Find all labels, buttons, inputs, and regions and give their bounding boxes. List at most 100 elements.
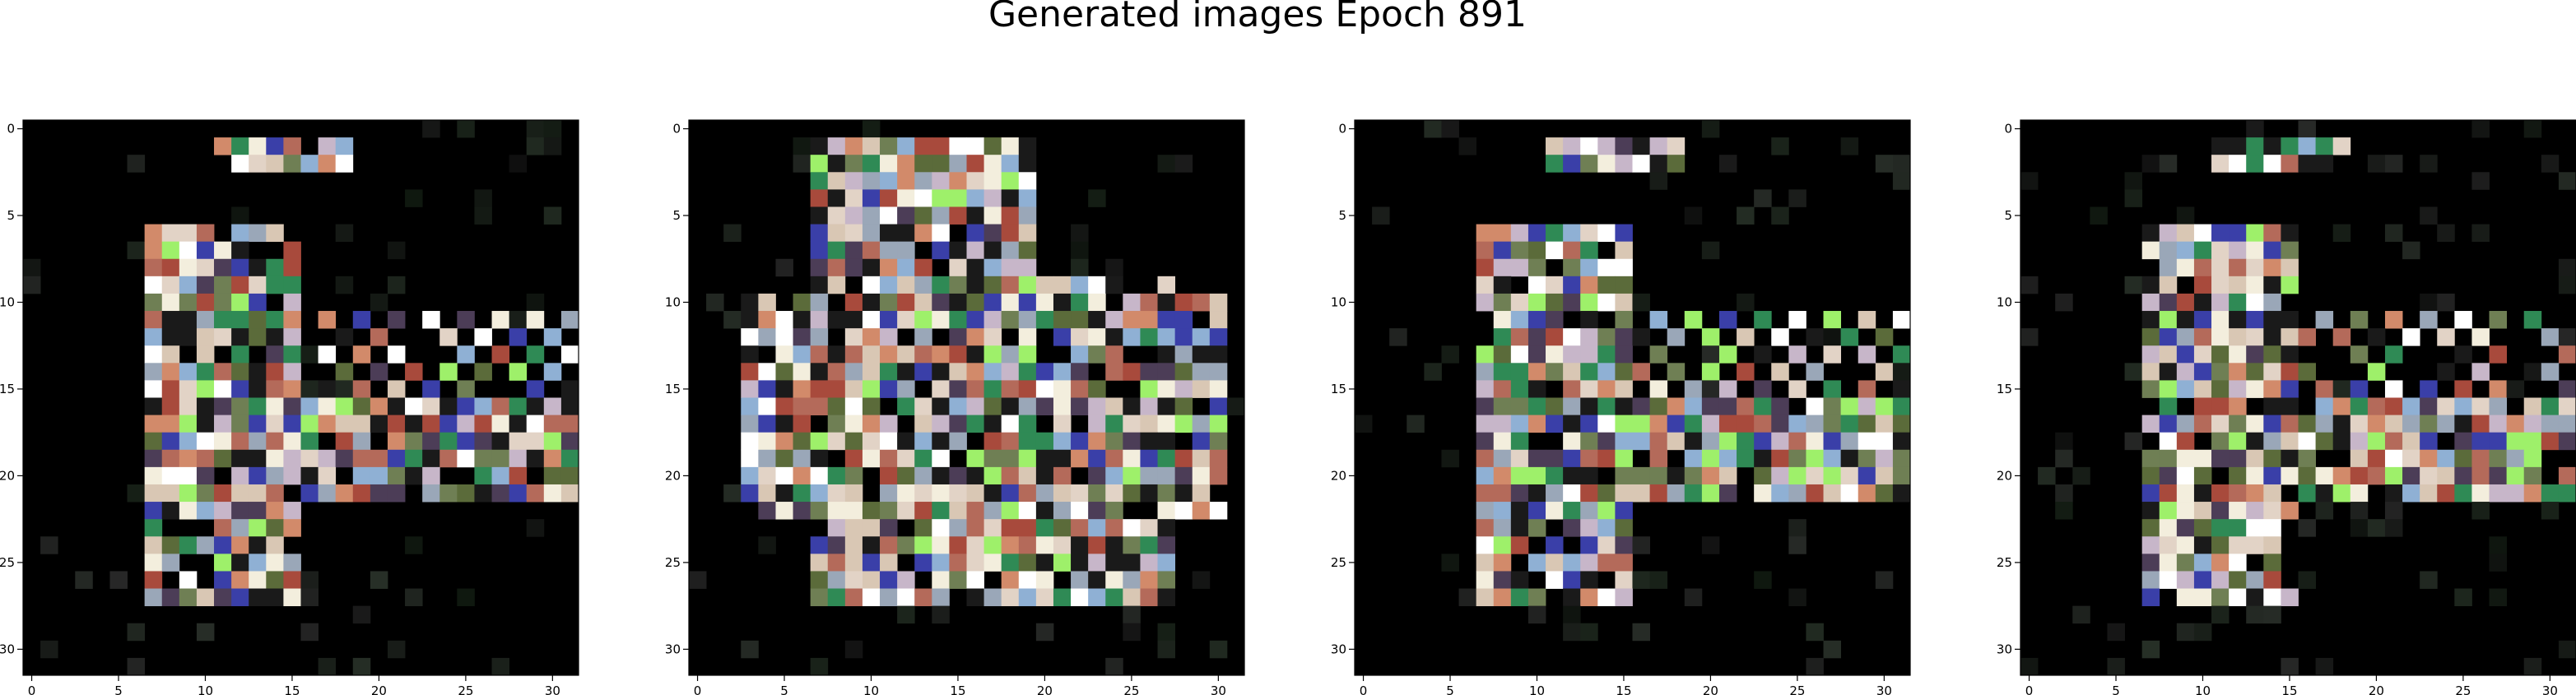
image-pixel [1632,137,1650,155]
image-pixel [1632,466,1650,485]
image-pixel [1615,328,1633,346]
image-pixel [897,172,915,190]
image-pixel [1157,484,1176,503]
image-pixel [1649,415,1668,433]
image-pixel [2246,224,2264,243]
image-pixel [880,415,898,433]
image-pixel [335,380,354,398]
image-pixel [1718,345,1737,364]
image-pixel [810,657,829,676]
image-pixel [775,466,793,485]
image-pixel [1632,155,1650,173]
image-pixel [1840,466,1859,485]
image-pixel [1788,345,1806,364]
image-pixel [1527,502,1546,520]
image-pixel [914,502,932,520]
image-pixel [439,397,458,415]
image-pixel [2246,363,2264,381]
image-pixel [1493,397,1512,415]
image-pixel [1088,189,1106,207]
image-pixel [897,241,915,260]
image-pixel [249,328,267,346]
image-pixel [1615,571,1633,589]
image-pixel [949,345,967,364]
image-pixel [949,258,967,277]
image-pixel [2281,415,2299,433]
image-pixel [1615,293,1633,312]
image-pixel [966,155,984,173]
image-pixel [2523,449,2542,468]
image-pixel [196,380,215,398]
image-pixel [1105,466,1123,485]
image-pixel [793,502,811,520]
image-pixel [1071,449,1089,468]
image-pixel [491,466,510,485]
image-pixel [370,449,388,468]
image-pixel [2523,311,2542,329]
image-pixel [880,554,898,572]
image-pixel [914,363,932,381]
image-pixel [2246,466,2264,485]
image-pixel [1546,502,1564,520]
image-pixel [983,536,1002,554]
image-pixel [1174,380,1193,398]
image-pixel [2332,432,2351,451]
image-pixel [2159,432,2178,451]
image-pixel [1649,484,1668,503]
image-pixel [1053,466,1072,485]
image-pixel [1649,449,1668,468]
image-pixel [949,415,967,433]
image-pixel [1718,380,1737,398]
image-pixel [775,311,793,329]
image-pixel [1527,328,1546,346]
image-pixel [932,554,950,572]
image-pixel [1597,415,1616,433]
image-pixel [914,449,932,468]
image-pixel [880,328,898,346]
image-pixel [2437,328,2455,346]
image-pixel [179,397,198,415]
image-pixel [266,258,284,277]
image-pixel [1123,449,1141,468]
image-pixel [827,519,846,537]
image-pixel [2281,657,2299,676]
image-pixel [2263,155,2281,173]
x-tick-label: 30 [1876,683,1892,695]
image-pixel [2020,276,2039,294]
image-pixel [775,345,793,364]
image-pixel [741,293,759,312]
image-pixel [1140,466,1158,485]
image-pixel [543,120,562,138]
image-pixel [144,311,163,329]
image-pixel [1875,328,1894,346]
image-pixel [897,432,915,451]
image-pixel [1035,519,1054,537]
image-pixel [966,571,984,589]
image-pixel [161,328,180,346]
image-pixel [1140,554,1158,572]
image-pixel [2246,449,2264,468]
image-pixel [266,363,284,381]
image-pixel [1771,363,1789,381]
image-pixel [1632,432,1650,451]
image-pixel [1140,328,1158,346]
image-pixel [1632,536,1650,554]
image-pixel [810,137,829,155]
image-pixel [457,484,475,503]
image-pixel [2384,502,2403,520]
image-pixel [827,241,846,260]
image-pixel [474,189,492,207]
image-pixel [266,484,284,503]
image-pixel [1209,466,1228,485]
image-pixel [1580,380,1598,398]
image-pixel [2211,241,2230,260]
image-pixel [370,328,388,346]
image-pixel [1546,311,1564,329]
image-pixel [1563,623,1581,642]
image-pixel [862,155,881,173]
image-pixel [1071,345,1089,364]
image-pixel [1174,363,1193,381]
image-pixel [543,137,562,155]
image-pixel [405,432,423,451]
image-pixel [914,432,932,451]
